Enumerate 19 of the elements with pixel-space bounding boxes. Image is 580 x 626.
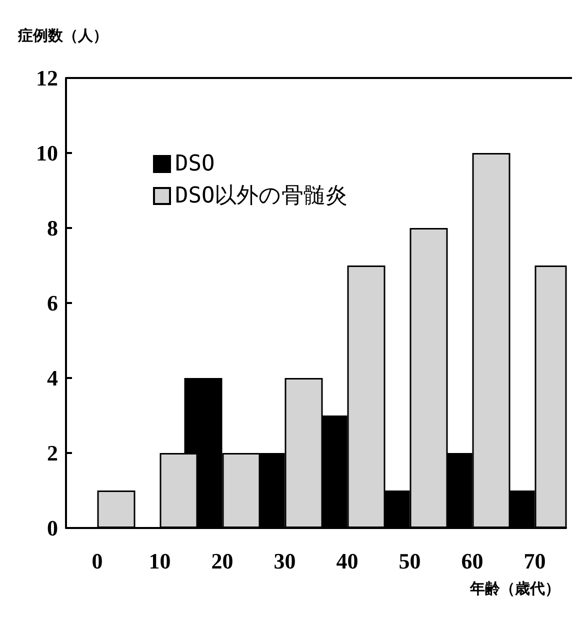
x-tick-label: 70 xyxy=(524,548,546,574)
x-tick-label: 50 xyxy=(398,548,421,574)
y-tick-label: 2 xyxy=(47,440,58,466)
x-tick-label: 20 xyxy=(211,548,234,574)
y-tick-label: 8 xyxy=(47,216,58,240)
x-tick-label: 10 xyxy=(148,548,171,574)
x-axis-title: 年齢（歳代） xyxy=(469,580,560,598)
legend-label: DSO以外の骨髄炎 xyxy=(175,184,348,208)
y-tick-label: 12 xyxy=(36,66,58,90)
legend-label: DSO xyxy=(175,152,215,176)
x-tick-label: 30 xyxy=(274,548,296,574)
y-axis-title: 症例数（人） xyxy=(17,26,108,44)
y-tick-label: 10 xyxy=(36,140,58,166)
y-tick-label: 6 xyxy=(47,290,58,316)
x-tick-label: 40 xyxy=(336,548,358,574)
y-tick-label: 4 xyxy=(47,366,58,390)
x-tick-label: 0 xyxy=(92,548,103,574)
x-tick-label: 60 xyxy=(461,548,484,574)
y-tick-label: 0 xyxy=(47,516,58,540)
